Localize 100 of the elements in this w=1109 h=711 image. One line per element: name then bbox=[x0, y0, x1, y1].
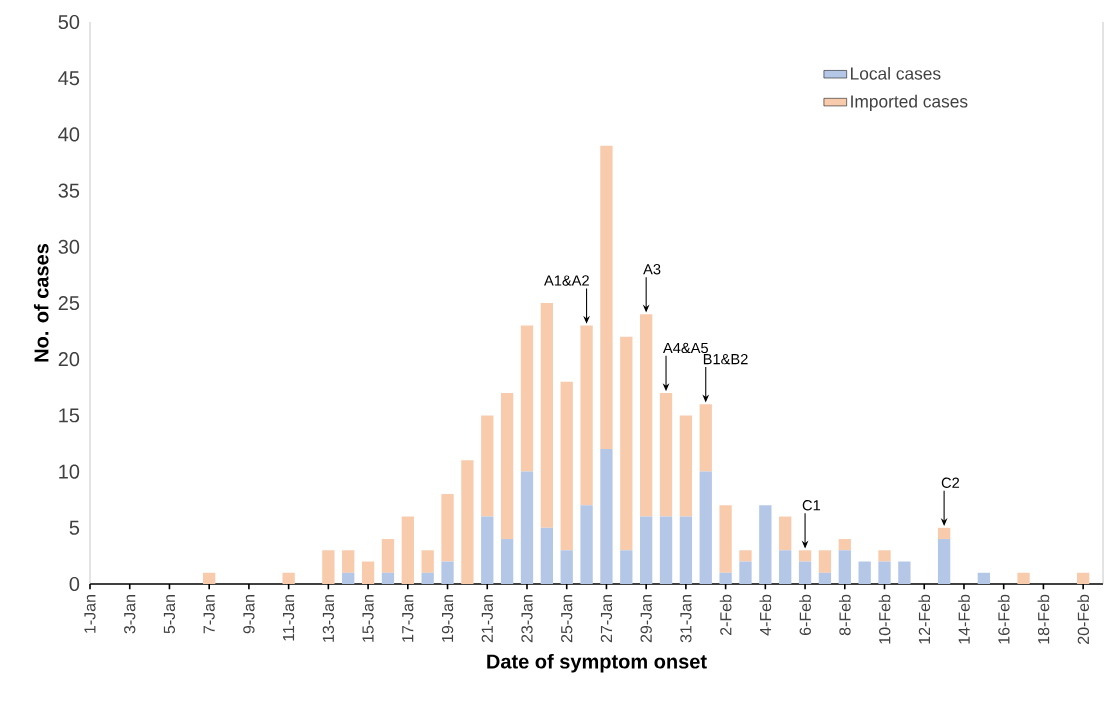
x-tick-label: 8-Feb bbox=[838, 594, 851, 636]
bar bbox=[719, 505, 732, 573]
bar bbox=[481, 516, 494, 584]
bar bbox=[481, 415, 494, 517]
bar bbox=[282, 572, 295, 584]
x-tick-label: 16-Feb bbox=[997, 594, 1010, 644]
bar bbox=[898, 561, 911, 584]
y-tick-label: 20 bbox=[58, 352, 80, 367]
y-tick-label: 35 bbox=[58, 183, 80, 198]
annotation: A1&A2 bbox=[544, 275, 589, 286]
bar bbox=[381, 572, 395, 584]
bar bbox=[759, 505, 772, 584]
bar bbox=[1017, 572, 1030, 584]
bar bbox=[878, 550, 891, 562]
bar bbox=[600, 449, 613, 584]
bar bbox=[600, 145, 613, 450]
y-tick-label: 5 bbox=[69, 520, 80, 535]
bar bbox=[818, 572, 832, 584]
annotation: C1 bbox=[802, 500, 821, 511]
bar bbox=[342, 550, 355, 573]
bar bbox=[779, 516, 792, 551]
bar bbox=[659, 516, 673, 584]
legend-label: Local cases bbox=[851, 66, 941, 80]
x-tick-label: 15-Jan bbox=[362, 595, 374, 642]
bar bbox=[679, 415, 693, 517]
legend-label: Imported cases bbox=[851, 94, 968, 111]
bar bbox=[620, 550, 633, 584]
x-tick-label: 2-Feb bbox=[719, 594, 732, 636]
x-tick-label: 9-Jan bbox=[243, 595, 255, 634]
y-tick-label: 10 bbox=[59, 464, 80, 479]
bar bbox=[1076, 572, 1090, 584]
bar bbox=[203, 572, 216, 584]
x-tick-label: 23-Jan bbox=[521, 595, 533, 643]
bar bbox=[540, 527, 554, 584]
x-tick-label: 14-Feb bbox=[958, 594, 970, 644]
bar bbox=[381, 539, 395, 573]
bar bbox=[500, 539, 514, 584]
bar bbox=[640, 516, 653, 584]
x-tick-label: 4-Feb bbox=[759, 594, 772, 636]
bar bbox=[739, 550, 752, 562]
bar bbox=[500, 392, 514, 540]
bar bbox=[739, 561, 752, 584]
bar bbox=[441, 561, 454, 584]
y-axis-title: No. of cases bbox=[33, 244, 49, 362]
x-tick-label: 11-Jan bbox=[283, 595, 295, 641]
x-tick-label: 29-Jan bbox=[640, 595, 652, 643]
annotation: B1&B2 bbox=[703, 353, 748, 365]
x-tick-label: 31-Jan bbox=[680, 595, 692, 643]
bar bbox=[361, 561, 375, 584]
bar bbox=[937, 539, 951, 584]
x-tick-label: 7-Jan bbox=[203, 595, 215, 634]
bar bbox=[679, 516, 693, 584]
x-tick-label: 1-Jan bbox=[84, 595, 96, 633]
bar bbox=[977, 572, 990, 584]
x-tick-label: 20-Feb bbox=[1077, 594, 1090, 644]
y-tick-label: 40 bbox=[58, 127, 80, 142]
annotation: C2 bbox=[941, 477, 960, 488]
x-tick-label: 25-Jan bbox=[561, 595, 573, 643]
bar bbox=[421, 572, 434, 584]
x-tick-label: 10-Feb bbox=[878, 594, 891, 644]
bar bbox=[838, 539, 851, 551]
x-tick-label: 18-Feb bbox=[1037, 594, 1050, 644]
annotation: A3 bbox=[643, 264, 661, 275]
bar bbox=[421, 550, 434, 573]
bar bbox=[818, 550, 832, 573]
y-tick-label: 30 bbox=[58, 239, 80, 254]
bar bbox=[779, 550, 792, 584]
y-tick-label: 50 bbox=[58, 14, 80, 30]
bar bbox=[858, 561, 871, 584]
bar bbox=[520, 471, 534, 584]
x-tick-label: 27-Jan bbox=[600, 595, 613, 643]
bar bbox=[560, 550, 573, 584]
bar bbox=[342, 572, 355, 584]
y-tick-label: 25 bbox=[58, 295, 80, 311]
bar bbox=[540, 303, 554, 528]
bar bbox=[560, 381, 573, 551]
y-tick-label: 15 bbox=[59, 408, 80, 423]
x-tick-label: 5-Jan bbox=[163, 595, 176, 634]
x-axis-title: Date of symptom onset bbox=[487, 653, 707, 673]
y-tick-label: 0 bbox=[69, 576, 80, 592]
bar bbox=[798, 561, 812, 584]
bar bbox=[441, 494, 454, 562]
x-tick-label: 17-Jan bbox=[402, 595, 414, 642]
bar bbox=[401, 516, 414, 584]
bar bbox=[838, 550, 851, 584]
annotation: A4&A5 bbox=[662, 342, 708, 354]
x-tick-label: 12-Feb bbox=[918, 594, 931, 644]
bar bbox=[719, 572, 732, 584]
bar bbox=[461, 460, 474, 584]
x-tick-label: 21-Jan bbox=[481, 595, 493, 643]
y-tick-label: 45 bbox=[58, 71, 80, 86]
bar bbox=[580, 505, 593, 584]
x-tick-label: 19-Jan bbox=[441, 595, 454, 642]
bar bbox=[322, 550, 335, 584]
bar bbox=[620, 336, 633, 551]
bar bbox=[878, 561, 891, 584]
bar bbox=[699, 471, 712, 584]
x-tick-label: 3-Jan bbox=[124, 595, 136, 634]
x-tick-label: 6-Feb bbox=[799, 594, 811, 636]
x-tick-label: 13-Jan bbox=[322, 595, 335, 642]
